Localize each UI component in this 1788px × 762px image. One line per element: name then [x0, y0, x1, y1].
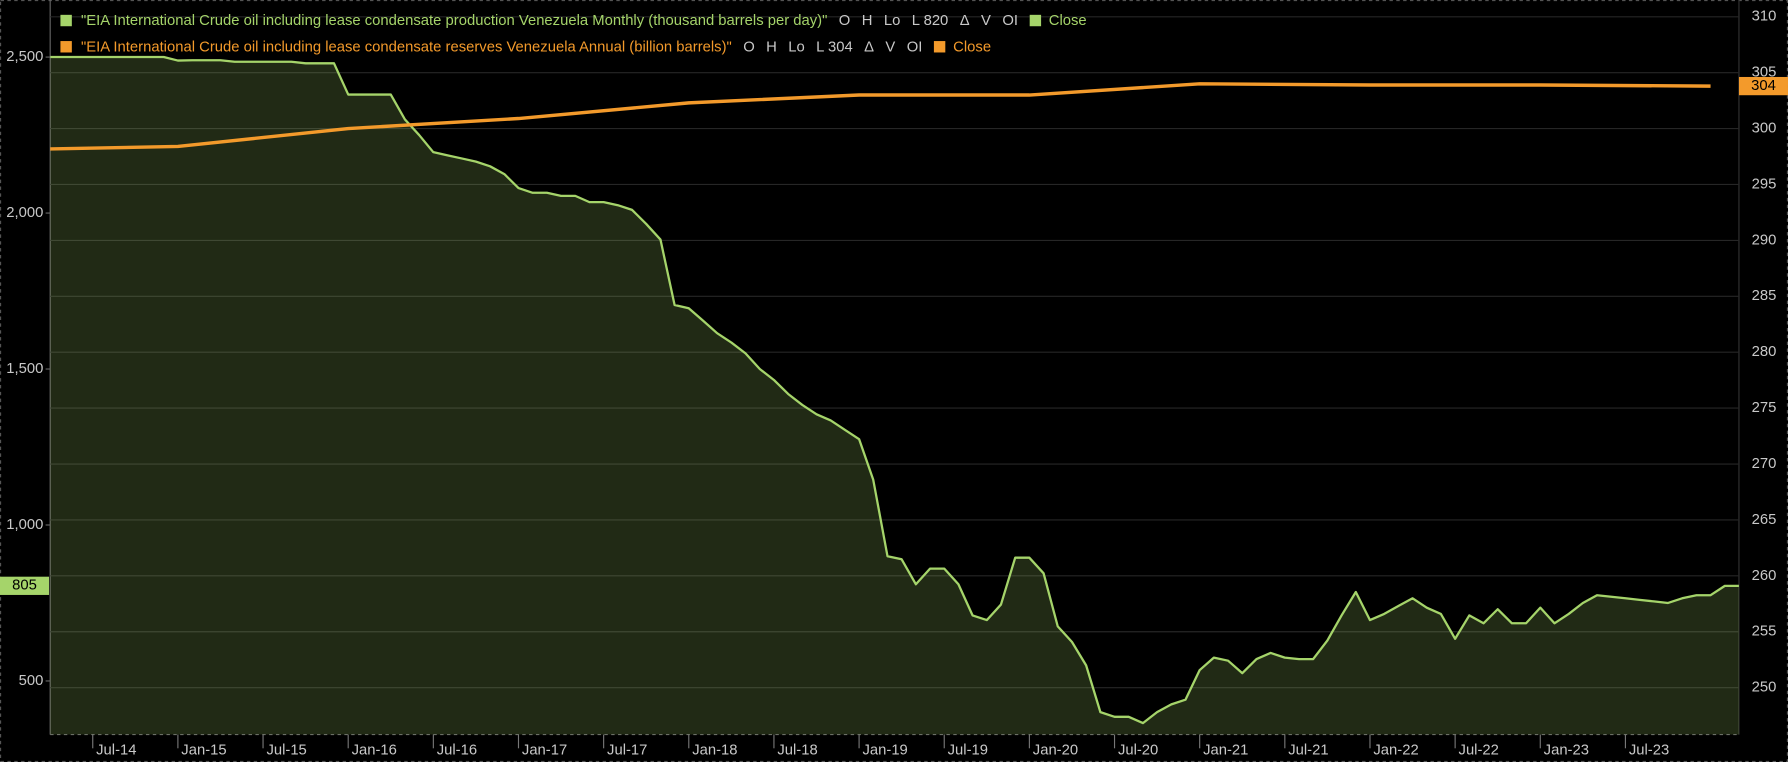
last-value-box	[0, 576, 50, 595]
x-tick-label: Jan-20	[1033, 743, 1078, 759]
x-tick-label: Jan-15	[181, 743, 226, 759]
last-value-label: 304	[1751, 78, 1776, 94]
x-tick-label: Jul-21	[1288, 743, 1328, 759]
y2-tick-label: 275	[1752, 400, 1777, 416]
legend-row: "EIA International Crude oil including l…	[60, 7, 1087, 33]
legend: "EIA International Crude oil including l…	[60, 7, 1087, 59]
x-tick-label: Jul-20	[1118, 743, 1158, 759]
y2-tick-label: 250	[1752, 680, 1777, 696]
y2-tick-label: 295	[1752, 176, 1777, 192]
x-tick-label: Jul-23	[1629, 743, 1669, 759]
x-tick-label: Jan-16	[352, 743, 397, 759]
close-label: Close	[953, 37, 992, 55]
legend-swatch	[60, 14, 72, 26]
x-tick-label: Jan-17	[522, 743, 567, 759]
legend-name: "EIA International Crude oil including l…	[80, 37, 732, 55]
quote-field: Lo	[788, 37, 805, 55]
quote-field: OI	[1002, 11, 1018, 29]
y2-tick-label: 300	[1752, 121, 1777, 137]
last-value-box	[1738, 76, 1788, 96]
last-value-label: 805	[12, 578, 37, 594]
y2-tick-label: 255	[1752, 624, 1777, 640]
quote-field: Δ	[959, 11, 970, 29]
quote-field: H	[861, 11, 873, 29]
x-tick-label: Jul-19	[948, 743, 988, 759]
quote-field: O	[743, 37, 755, 55]
quote-field: L 304	[816, 37, 853, 55]
y-tick-label: 2,000	[6, 205, 43, 221]
y2-tick-label: 270	[1752, 456, 1777, 472]
x-tick-label: Jul-18	[777, 743, 817, 759]
legend-row: "EIA International Crude oil including l…	[60, 33, 1086, 59]
series-line	[50, 82, 1711, 151]
quote-field: L 820	[911, 11, 949, 29]
y2-tick-label: 265	[1752, 512, 1777, 528]
legend-swatch	[60, 40, 72, 52]
x-tick-label: Jan-21	[1203, 743, 1248, 759]
quote-field: V	[981, 11, 991, 29]
y2-tick-label: 280	[1752, 344, 1777, 360]
legend-swatch	[1029, 14, 1041, 26]
x-tick-label: Jul-22	[1459, 743, 1499, 759]
x-tick-label: Jul-14	[96, 743, 136, 759]
x-tick-label: Jan-18	[692, 743, 737, 759]
legend-name: "EIA International Crude oil including l…	[80, 11, 828, 29]
y-tick-label: 1,000	[6, 517, 43, 533]
x-tick-label: Jul-16	[437, 743, 477, 759]
y-tick-label: 500	[19, 673, 44, 689]
legend-swatch	[933, 40, 946, 52]
quote-field: H	[766, 37, 777, 55]
x-tick-label: Jan-22	[1373, 743, 1418, 759]
y2-tick-label: 290	[1752, 232, 1777, 248]
x-tick-label: Jul-17	[607, 743, 647, 759]
quote-field: Lo	[883, 11, 901, 29]
x-tick-label: Jul-15	[266, 743, 306, 759]
close-label: Close	[1048, 11, 1087, 29]
y2-tick-label: 285	[1752, 288, 1777, 304]
x-tick-label: Jan-19	[863, 743, 908, 759]
quote-field: Δ	[864, 37, 875, 55]
y2-tick-label: 310	[1752, 9, 1777, 25]
series-line	[50, 55, 1739, 725]
quote-field: V	[885, 37, 896, 55]
quote-field: OI	[906, 37, 923, 55]
series-area	[50, 57, 1739, 735]
quote-field: O	[838, 11, 851, 29]
y-tick-label: 2,500	[6, 49, 43, 65]
x-tick-label: Jan-23	[1544, 743, 1589, 759]
y-tick-label: 1,500	[6, 361, 43, 377]
y2-tick-label: 305	[1752, 65, 1777, 81]
y2-tick-label: 260	[1752, 568, 1777, 584]
